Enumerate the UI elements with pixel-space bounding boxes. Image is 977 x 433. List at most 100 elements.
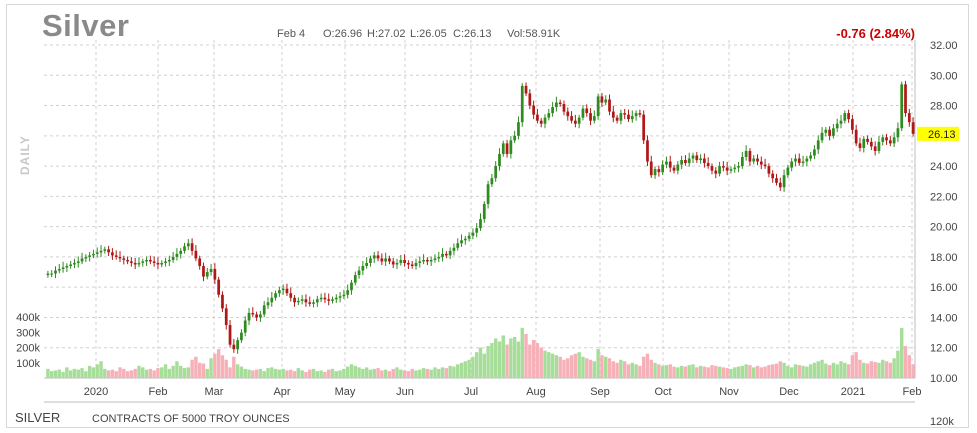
volume-bar — [664, 365, 669, 378]
candle-body — [524, 85, 528, 94]
candle-body — [797, 158, 801, 164]
ohlc-date: Feb 4 — [277, 28, 306, 40]
candle-body — [881, 137, 885, 142]
volume-bar — [232, 356, 236, 378]
candle-body — [744, 150, 748, 158]
x-tick-label: Jul — [464, 386, 478, 398]
volume-bar — [270, 367, 274, 378]
volume-bar — [573, 353, 578, 378]
candle-body — [475, 228, 479, 233]
candle-body — [274, 293, 277, 298]
volume-bar — [748, 365, 752, 378]
candle-body — [646, 140, 649, 162]
volume-bar — [327, 369, 331, 378]
candle-body — [148, 259, 152, 262]
candle-body — [740, 157, 744, 167]
volume-bar — [266, 368, 270, 378]
volume-bar — [402, 370, 407, 378]
volume-bar — [896, 350, 900, 378]
volume-bar — [717, 366, 722, 378]
volume-bar — [315, 371, 320, 378]
volume-bar — [68, 370, 73, 378]
candle-body — [684, 160, 687, 164]
candle-body — [486, 184, 490, 204]
volume-bar — [471, 356, 475, 378]
candle-body — [205, 272, 209, 277]
volume-bar — [615, 362, 619, 378]
volume-bar — [611, 361, 616, 378]
volume-bar — [911, 364, 915, 378]
volume-bar — [528, 344, 532, 378]
candle-body — [270, 297, 274, 303]
volume-bar — [759, 367, 764, 378]
candle-body — [570, 116, 573, 121]
candle-body — [672, 167, 676, 171]
volume-bar — [721, 367, 726, 378]
candle-body — [665, 161, 668, 165]
volume-bar — [239, 366, 244, 378]
candle-body — [167, 259, 171, 262]
candle-body — [528, 93, 532, 106]
volume-bar — [774, 363, 779, 378]
last-price-label: 26.13 — [928, 129, 956, 141]
volume-bar — [273, 368, 278, 378]
x-tick-label: May — [335, 386, 356, 398]
candle-body — [179, 250, 183, 254]
volume-bar — [281, 368, 285, 378]
candle-body — [266, 302, 270, 306]
candle-body — [782, 175, 786, 188]
candle-body — [76, 261, 80, 263]
volume-bar — [638, 365, 642, 378]
candle-body — [737, 166, 740, 168]
volume-bar — [106, 370, 111, 378]
volume-bar — [433, 367, 437, 378]
candle-body — [589, 113, 592, 121]
candle-body — [873, 146, 877, 151]
candle-body — [395, 262, 399, 265]
candle-body — [183, 246, 186, 251]
candle-body — [843, 113, 847, 121]
volume-bar — [258, 368, 263, 378]
volume-bar — [683, 366, 688, 378]
volume-bar — [827, 365, 832, 378]
candle-body — [323, 297, 327, 300]
volume-bar — [839, 361, 843, 378]
volume-bar — [345, 366, 350, 378]
candle-body — [463, 238, 467, 241]
candle-body — [308, 302, 312, 304]
candle-body — [820, 132, 824, 141]
volume-bar — [224, 359, 228, 378]
volume-bar — [767, 365, 771, 378]
volume-bar — [558, 356, 562, 378]
candle-body — [581, 108, 585, 118]
volume-bar — [364, 367, 369, 378]
volume-bar — [698, 365, 703, 378]
candle-body — [171, 256, 175, 260]
volume-bar — [368, 369, 373, 378]
volume-bar — [292, 371, 297, 378]
volume-bar — [125, 371, 130, 378]
candle-body — [551, 107, 554, 114]
candle-body — [213, 269, 217, 280]
x-tick-label: Feb — [903, 386, 922, 398]
volume-bar — [122, 368, 126, 378]
volume-bar — [357, 367, 361, 378]
candle-body — [558, 102, 562, 105]
candle-body — [407, 262, 410, 265]
candle-body — [243, 320, 247, 333]
ohlc-open: O:26.96 — [323, 28, 363, 40]
candle-body — [441, 253, 444, 257]
candle-body — [388, 258, 391, 262]
volume-tick-label: 300k — [16, 327, 40, 339]
volume-bar — [903, 346, 908, 378]
volume-bar — [406, 371, 411, 378]
volume-bar — [182, 368, 187, 378]
candle-body — [350, 282, 353, 291]
candle-body — [638, 113, 642, 115]
x-tick-label: Aug — [526, 386, 546, 398]
volume-bar — [376, 368, 380, 378]
candle-body — [403, 259, 406, 263]
volume-bar — [881, 359, 885, 378]
volume-bar — [744, 364, 748, 378]
candle-body — [444, 253, 448, 256]
